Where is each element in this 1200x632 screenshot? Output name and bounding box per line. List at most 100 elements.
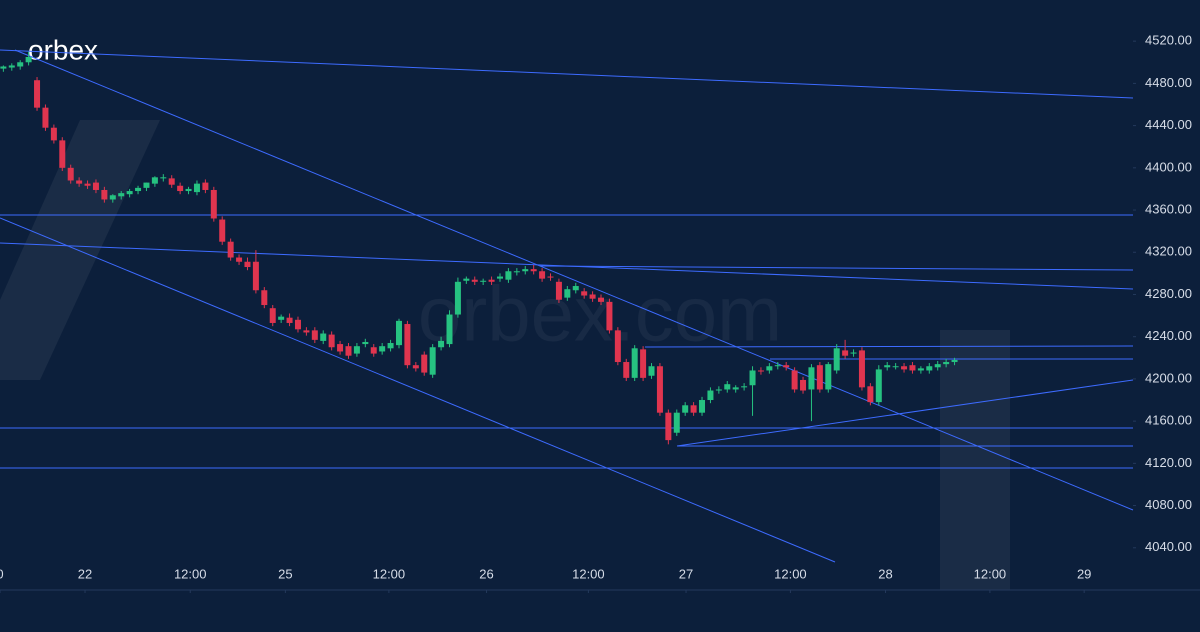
candle-body bbox=[362, 341, 369, 345]
candle-body bbox=[353, 346, 360, 354]
candle-body bbox=[370, 347, 377, 354]
x-tick-label: 12:00 bbox=[373, 566, 406, 581]
x-tick-label: 12:00 bbox=[572, 566, 605, 581]
x-tick-label: 28 bbox=[878, 566, 892, 581]
x-tick-label: 29 bbox=[1077, 566, 1091, 581]
candle-body bbox=[219, 219, 226, 242]
y-tick-label: 4200.00 bbox=[1145, 370, 1192, 385]
candle-body bbox=[454, 281, 461, 315]
trend-line bbox=[0, 49, 1134, 99]
candle-body bbox=[808, 367, 815, 390]
watermark: orbex.com bbox=[418, 270, 782, 358]
y-tick-label: 4080.00 bbox=[1145, 497, 1192, 512]
candle-body bbox=[682, 405, 689, 413]
candle-body bbox=[67, 167, 74, 181]
candle-body bbox=[17, 62, 24, 67]
candle-body bbox=[345, 346, 352, 356]
candle-body bbox=[84, 183, 91, 186]
candle-body bbox=[429, 347, 436, 375]
candle-body bbox=[606, 301, 613, 331]
candle-body bbox=[656, 366, 663, 413]
candle-body bbox=[126, 191, 133, 195]
candle-body bbox=[934, 364, 941, 368]
candle-body bbox=[732, 387, 739, 390]
candle-body bbox=[92, 182, 99, 190]
candle-body bbox=[261, 290, 268, 306]
candle-body bbox=[143, 182, 150, 188]
candle-body bbox=[25, 56, 32, 63]
candle-body bbox=[539, 271, 546, 279]
candle-body bbox=[530, 269, 537, 272]
candle-body bbox=[244, 261, 251, 268]
x-tick-label: 27 bbox=[679, 566, 693, 581]
x-tick-label: 25 bbox=[278, 566, 292, 581]
candle-body bbox=[278, 316, 285, 320]
y-tick-label: 4480.00 bbox=[1145, 75, 1192, 90]
y-tick-label: 4040.00 bbox=[1145, 539, 1192, 554]
candle-body bbox=[943, 362, 950, 365]
candle-body bbox=[320, 333, 327, 341]
candle-body bbox=[547, 276, 554, 278]
candle-body bbox=[379, 346, 386, 352]
candle-body bbox=[850, 352, 857, 354]
candle-body bbox=[193, 183, 200, 193]
candle-body bbox=[294, 319, 301, 330]
trend-line bbox=[14, 49, 1134, 511]
candle-body bbox=[387, 343, 394, 349]
y-tick-label: 4520.00 bbox=[1145, 33, 1192, 48]
candle-body bbox=[572, 286, 579, 291]
candle-body bbox=[673, 412, 680, 433]
candle-body bbox=[227, 241, 234, 258]
candle-body bbox=[581, 291, 588, 296]
candle-body bbox=[404, 324, 411, 366]
candle-body bbox=[816, 365, 823, 390]
candle-body bbox=[951, 359, 958, 363]
candle-body bbox=[909, 365, 916, 371]
candle-body bbox=[480, 280, 487, 282]
candle-body bbox=[892, 366, 899, 368]
candle-body bbox=[0, 66, 7, 69]
candle-body bbox=[202, 182, 209, 190]
candle-body bbox=[210, 189, 217, 219]
candle-body bbox=[185, 188, 192, 192]
trend-line bbox=[676, 379, 1134, 447]
candle-body bbox=[118, 193, 125, 197]
y-tick-label: 4360.00 bbox=[1145, 201, 1192, 216]
candle-body bbox=[825, 364, 832, 390]
candle-body bbox=[177, 185, 184, 192]
candle-body bbox=[589, 294, 596, 299]
candle-body bbox=[648, 366, 655, 376]
candle-body bbox=[303, 330, 310, 333]
candle-body bbox=[471, 279, 478, 282]
y-tick-label: 4160.00 bbox=[1145, 413, 1192, 428]
y-tick-label: 4280.00 bbox=[1145, 286, 1192, 301]
x-tick-label: 22 bbox=[78, 566, 92, 581]
candle-body bbox=[311, 330, 318, 340]
candle-body bbox=[135, 187, 142, 192]
candle-body bbox=[749, 370, 756, 386]
candle-body bbox=[901, 366, 908, 370]
candle-body bbox=[640, 349, 647, 378]
y-tick-label: 4240.00 bbox=[1145, 328, 1192, 343]
candle-body bbox=[623, 362, 630, 378]
candle-body bbox=[926, 366, 933, 371]
decor-shape bbox=[940, 330, 1010, 590]
candle-body bbox=[76, 180, 83, 184]
candle-body bbox=[783, 365, 790, 368]
candle-body bbox=[800, 379, 807, 391]
candle-body bbox=[724, 384, 731, 390]
trend-line bbox=[0, 217, 836, 563]
candle-body bbox=[614, 330, 621, 363]
y-tick-label: 4440.00 bbox=[1145, 117, 1192, 132]
candle-body bbox=[50, 127, 57, 141]
candle-body bbox=[269, 308, 276, 323]
candle-body bbox=[741, 386, 748, 388]
candle-body bbox=[690, 405, 697, 413]
candle-body bbox=[631, 348, 638, 378]
candle-body bbox=[875, 369, 882, 403]
candle-body bbox=[791, 370, 798, 390]
candle-body bbox=[505, 271, 512, 280]
